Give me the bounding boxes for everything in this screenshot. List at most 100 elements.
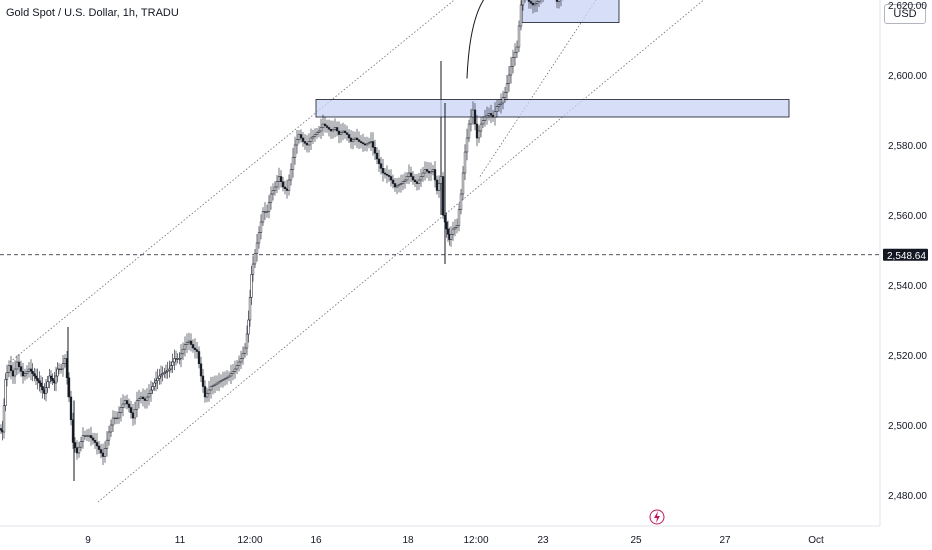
candle-body — [13, 368, 17, 377]
candle-body — [139, 396, 143, 399]
candle-body — [533, 3, 537, 6]
candle-body — [345, 132, 349, 135]
candle-body — [235, 365, 239, 370]
candle-body — [357, 139, 361, 142]
time-axis: 9 11 12:00 16 18 12:00 23 25 27 Oct — [0, 525, 880, 546]
candle-body — [349, 137, 353, 142]
candle-body — [251, 263, 255, 275]
candle-body — [555, 0, 559, 2]
candle-body — [141, 396, 145, 399]
candle-body — [425, 169, 429, 172]
x-tick-label: Oct — [808, 535, 824, 546]
candle-body — [38, 380, 41, 384]
price-axis: 2,480.00 2,500.00 2,520.00 2,540.00 2,560.00… — [879, 0, 927, 526]
x-tick-label: 12:00 — [237, 535, 262, 546]
candle-body — [445, 221, 448, 230]
candle-body — [233, 368, 237, 372]
candle-body — [391, 179, 395, 184]
candle-body — [375, 152, 379, 160]
candle-body — [427, 171, 431, 174]
candle-body — [5, 372, 9, 380]
candle-body — [189, 340, 193, 345]
y-tick-label: 2,480.00 — [888, 491, 927, 502]
candle-body — [191, 344, 195, 349]
candle-body — [34, 375, 38, 379]
candle-body — [195, 349, 199, 352]
candle-body — [431, 169, 435, 172]
candle-body — [509, 66, 513, 76]
candle-body — [81, 435, 85, 442]
channel-trendline — [9, 0, 455, 363]
candle-body — [379, 163, 383, 169]
candle-body — [229, 373, 233, 377]
candle-body — [317, 130, 321, 133]
candle-body — [411, 176, 415, 181]
candle-body — [505, 83, 509, 93]
candle-body — [463, 151, 467, 174]
candle-body — [89, 435, 93, 439]
candle-body — [103, 448, 107, 457]
candle-body — [491, 115, 495, 118]
candle-body — [381, 168, 385, 174]
candle-body — [107, 431, 111, 441]
candle-body — [355, 137, 359, 140]
candle-body — [25, 371, 29, 374]
candle-body — [105, 439, 109, 449]
candle-body — [429, 171, 433, 174]
candle-body — [439, 176, 443, 184]
x-tick-label: 11 — [175, 535, 186, 546]
level-price-tag — [883, 248, 928, 261]
candle-body — [437, 183, 441, 191]
candle-body — [497, 104, 501, 107]
candle-body — [527, 0, 531, 2]
candle-body — [227, 375, 231, 378]
candle-body — [281, 181, 285, 188]
chart-annotations: DAILY zone — [466, 0, 665, 525]
x-tick-label: 18 — [402, 535, 414, 546]
candle-body — [135, 400, 139, 410]
candle-body — [17, 361, 21, 367]
candle-body — [507, 74, 511, 84]
candle-body — [75, 447, 79, 454]
candle-body — [277, 176, 281, 182]
candle-body — [87, 435, 91, 437]
candle-body — [54, 375, 58, 384]
candle-body — [407, 172, 411, 177]
candle-body — [397, 184, 401, 187]
candle-body — [387, 175, 391, 177]
candle-body — [119, 407, 123, 413]
currency-selector[interactable]: USD — [884, 4, 926, 24]
candle-body — [311, 136, 315, 139]
candle-body — [31, 371, 34, 374]
candle-body — [315, 132, 319, 135]
candle-body — [56, 368, 59, 377]
x-tick-label: 25 — [630, 535, 642, 546]
candle-body — [185, 342, 189, 345]
candle-body — [417, 179, 421, 184]
candle-body — [149, 389, 153, 394]
candle-body — [111, 417, 115, 426]
candle-body — [451, 228, 455, 235]
candle-body — [77, 446, 81, 454]
candle-body — [287, 179, 291, 191]
candle-body — [178, 358, 181, 360]
candle-body — [361, 142, 365, 145]
candle-body — [371, 141, 375, 148]
candle-body — [271, 190, 275, 195]
candle-body — [537, 0, 541, 2]
candle-body — [115, 417, 119, 420]
candle-body — [2, 405, 6, 433]
candle-body — [353, 137, 357, 140]
candle-body — [419, 176, 423, 181]
candle-body — [341, 130, 345, 133]
x-tick-label: 16 — [310, 535, 322, 546]
candle-body — [309, 137, 313, 142]
candle-body — [363, 143, 367, 146]
candle-body — [247, 319, 250, 335]
candle-body — [154, 380, 158, 384]
candle-body — [95, 442, 99, 447]
candle-body — [205, 393, 209, 398]
candle-body — [331, 129, 335, 132]
candle-body — [343, 130, 347, 133]
